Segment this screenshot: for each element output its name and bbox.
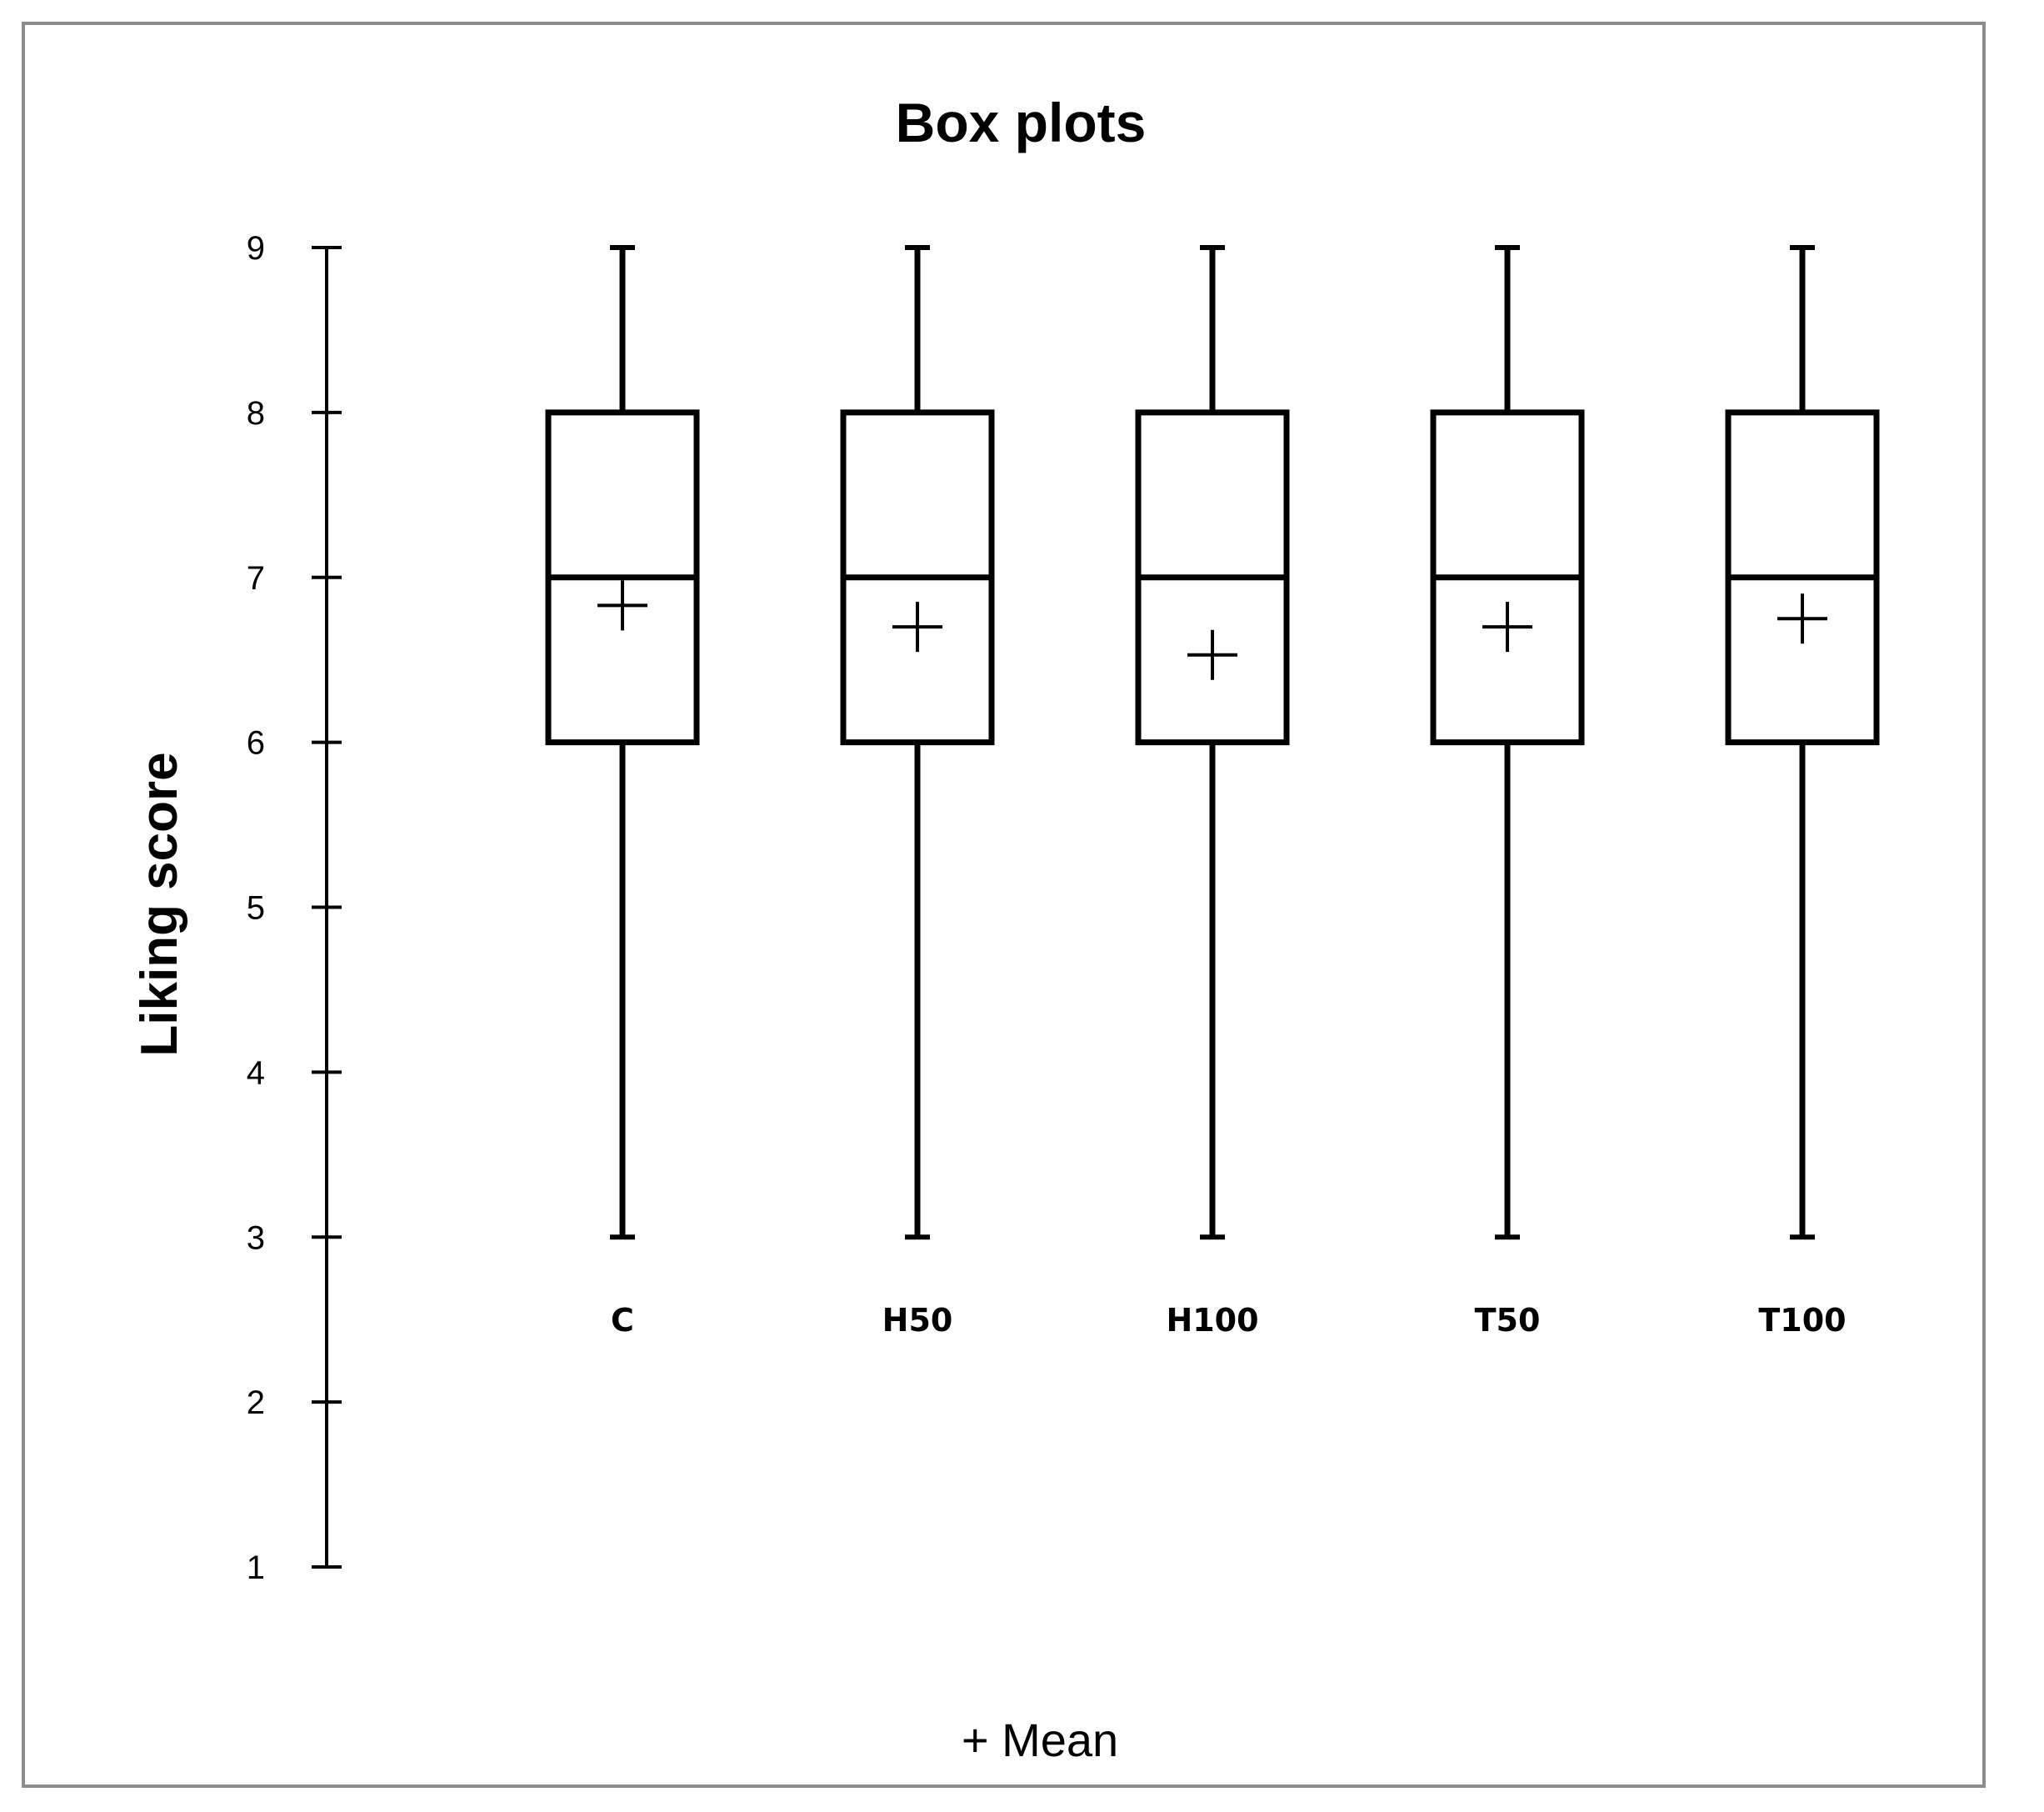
category-label: H100	[1166, 1302, 1258, 1339]
category-label: H50	[882, 1302, 953, 1339]
box-h50	[840, 245, 995, 1240]
chart-title: Box plots	[896, 92, 1147, 153]
category-label: T50	[1475, 1302, 1541, 1339]
box-t50	[1430, 245, 1585, 1240]
y-tick-label: 9	[247, 230, 265, 267]
y-axis: 1 2 3 4 5 6 7 8 9	[247, 230, 342, 1586]
box-t100	[1725, 245, 1880, 1240]
y-tick-label: 2	[247, 1384, 265, 1421]
category-label: T100	[1758, 1302, 1846, 1339]
y-tick-label: 6	[247, 725, 265, 762]
box-h100	[1135, 245, 1290, 1240]
y-tick-label: 1	[247, 1549, 265, 1586]
y-tick-label: 8	[247, 395, 265, 432]
legend-mean: + Mean	[962, 1714, 1118, 1766]
y-tick-label: 5	[247, 890, 265, 927]
chart-frame	[22, 22, 1986, 1788]
y-tick-label: 4	[247, 1054, 265, 1091]
category-label: C	[611, 1302, 634, 1339]
y-tick-label: 7	[247, 560, 265, 597]
boxes-group	[545, 245, 1880, 1240]
y-tick-label: 3	[247, 1219, 265, 1256]
box-c	[545, 245, 700, 1240]
category-labels: C H50 H100 T50 T100	[611, 1302, 1847, 1339]
y-axis-label: Liking score	[131, 752, 188, 1056]
